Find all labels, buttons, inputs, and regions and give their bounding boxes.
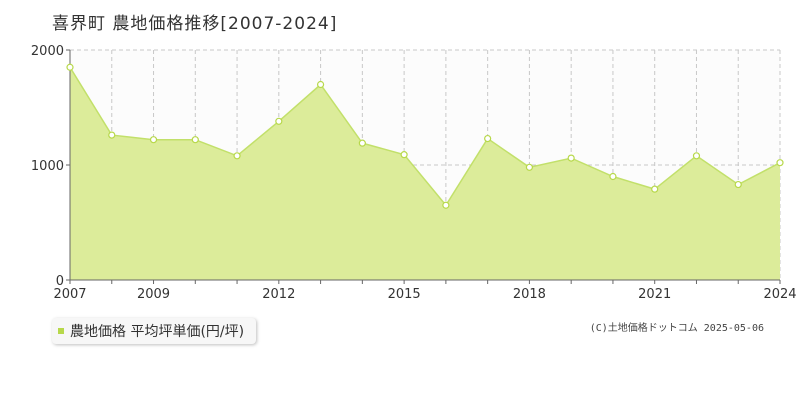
y-tick-label: 2000 (31, 44, 64, 59)
x-tick-label: 2024 (763, 287, 796, 302)
x-tick-label: 2018 (513, 287, 546, 302)
data-point (651, 185, 659, 193)
area-layer (69, 66, 781, 280)
data-point (149, 136, 158, 144)
data-point (191, 136, 199, 144)
data-point (316, 80, 325, 89)
x-tick-label: 2012 (262, 287, 295, 302)
x-tick-label: 2021 (638, 287, 671, 302)
y-tick-label: 0 (56, 274, 64, 289)
legend-label: 農地価格 平均坪単価(円/坪) (70, 324, 245, 340)
x-tick-label: 2015 (388, 287, 421, 302)
data-point (442, 201, 450, 209)
data-point (484, 134, 492, 143)
chart-title: 喜界町 農地価格推移[2007-2024] (52, 14, 338, 34)
data-point (275, 117, 283, 125)
data-point (525, 163, 534, 171)
data-point (734, 180, 742, 189)
legend: 農地価格 平均坪単価(円/坪) (52, 318, 257, 344)
marker-layer (66, 63, 784, 209)
series-line (69, 66, 781, 207)
axis-layer (66, 49, 781, 284)
data-point (776, 159, 784, 167)
data-point (358, 139, 366, 147)
data-point (108, 131, 116, 139)
data-point (609, 172, 617, 181)
credit-text: (C)土地価格ドットコム 2025-05-06 (589, 323, 764, 334)
legend-swatch (58, 328, 64, 334)
data-point (692, 152, 701, 160)
data-point (400, 151, 408, 159)
data-point (567, 154, 575, 162)
x-tick-label: 2007 (53, 287, 86, 302)
area-fill (70, 67, 780, 280)
data-point (66, 63, 74, 71)
x-tick-label: 2009 (137, 287, 170, 302)
y-tick-label: 1000 (31, 159, 64, 174)
data-point (233, 152, 241, 160)
label-layer: 2007 2009 2012 2015 2018 2021 2024 0 1000 2000 (31, 44, 797, 302)
